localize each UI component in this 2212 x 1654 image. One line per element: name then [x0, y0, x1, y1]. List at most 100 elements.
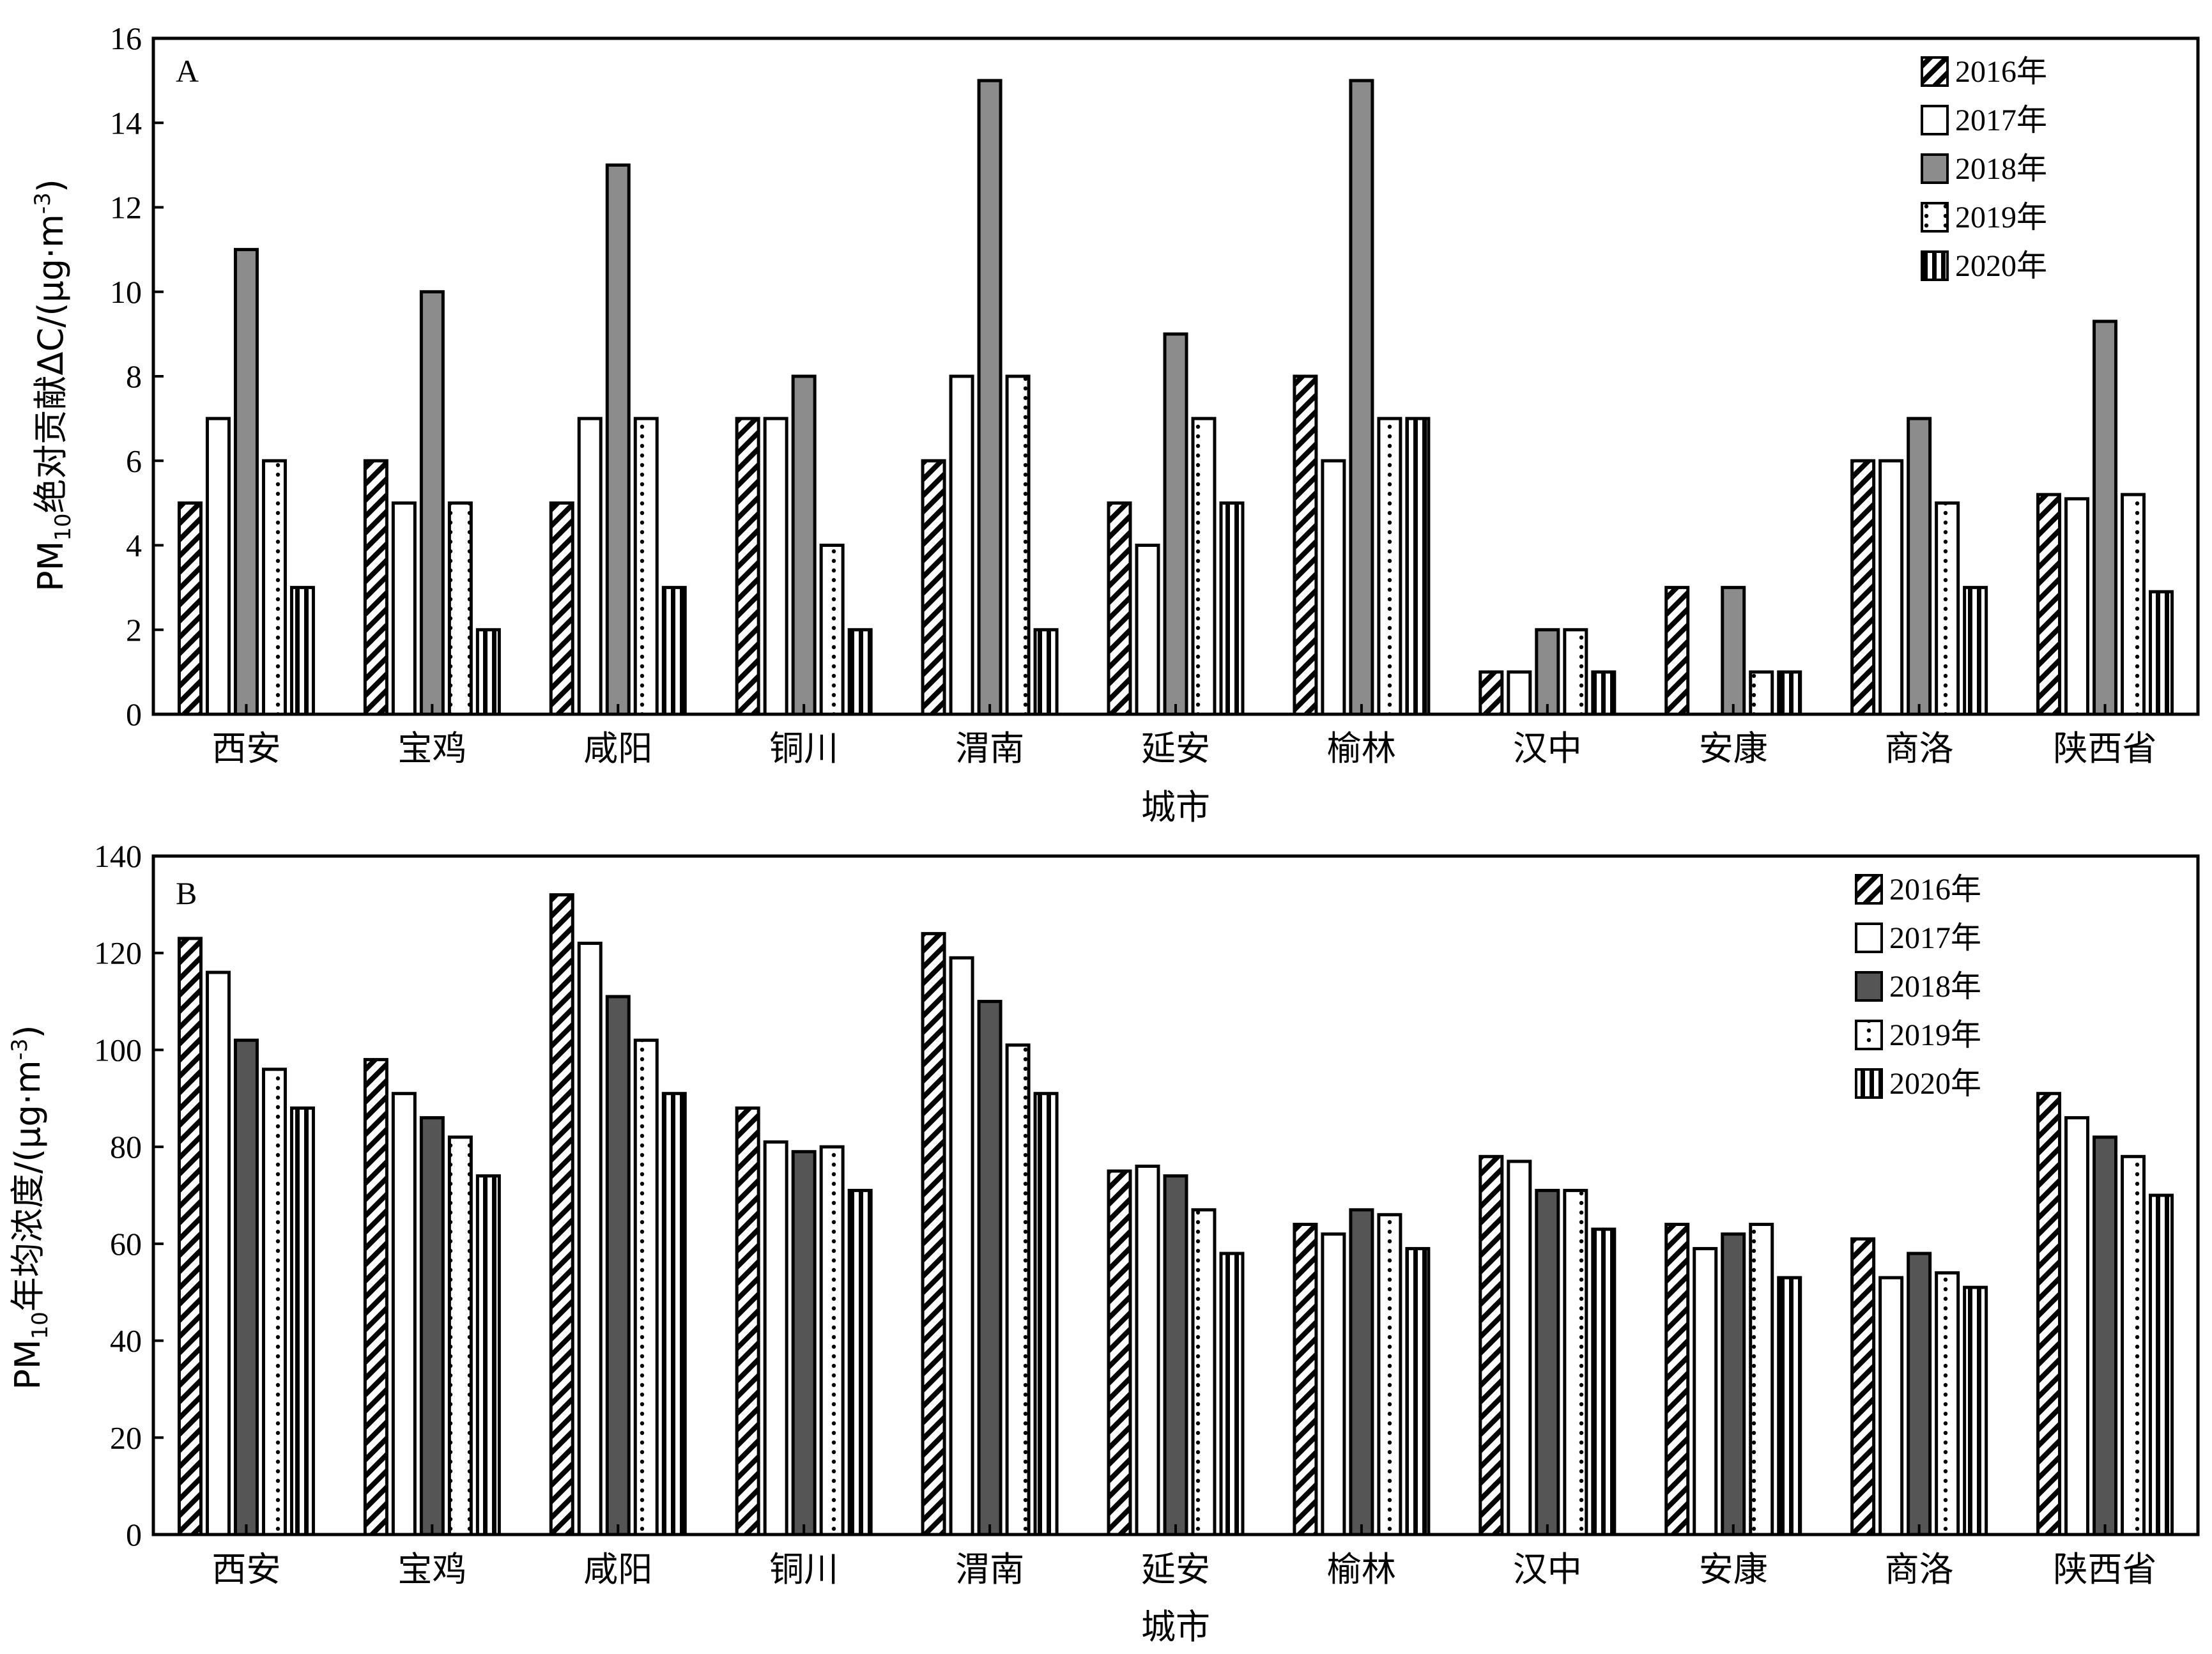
y-tick-label: 10: [110, 274, 142, 310]
legend-swatch: [1855, 874, 1883, 905]
bar: [177, 501, 203, 716]
bar: [1005, 374, 1031, 716]
bar: [419, 290, 445, 716]
y-tick-label: 14: [110, 105, 142, 141]
bar: [475, 1174, 501, 1536]
bar: [977, 79, 1002, 716]
bar: [1777, 670, 1802, 716]
bar: [1664, 1223, 1690, 1536]
legend-swatch: [1855, 923, 1883, 953]
y-axis-title-superscript: -3: [30, 192, 56, 214]
y-tick-label: 12: [110, 190, 142, 226]
y-tick-label: 6: [126, 443, 142, 479]
bar: [363, 459, 388, 716]
bar: [1005, 1043, 1031, 1536]
bar: [391, 1092, 417, 1536]
y-axis-title-prefix: PM: [8, 1339, 48, 1390]
bar: [819, 544, 845, 716]
category-label: 西安: [211, 1549, 280, 1589]
plot-frame: [151, 36, 2200, 716]
bar: [205, 970, 231, 1536]
bar: [1163, 332, 1188, 716]
bar: [661, 586, 687, 716]
bar: [2093, 1135, 2118, 1536]
bar: [2064, 497, 2090, 716]
bar: [289, 1106, 315, 1536]
legend-label: 2016年: [1955, 55, 2047, 89]
bar: [549, 501, 574, 716]
bar: [1321, 1232, 1346, 1536]
bar: [1591, 1227, 1617, 1536]
bar: [1479, 1154, 1504, 1536]
legend-swatch: [1855, 971, 1883, 1002]
y-axis-title: PM10年均浓度/(μg·m-3): [7, 1025, 53, 1390]
bar: [577, 942, 603, 1536]
bar: [735, 417, 760, 716]
bar: [1878, 1276, 1904, 1536]
category-label: 咸阳: [583, 1549, 652, 1589]
category-label: 商洛: [1885, 728, 1954, 769]
bar: [2121, 1154, 2146, 1536]
bar: [1377, 417, 1402, 716]
bar: [447, 501, 473, 716]
bar: [921, 459, 946, 716]
bar: [261, 1068, 287, 1536]
y-axis-title: PM10绝对贡献ΔC/(μg·m-3): [30, 179, 76, 592]
category-label: 铜川: [769, 1549, 838, 1589]
bar: [1135, 1164, 1160, 1536]
bar: [763, 1140, 788, 1536]
y-tick-label: 4: [126, 528, 142, 563]
bar: [1033, 628, 1059, 716]
bar: [1535, 1188, 1560, 1536]
category-label: 渭南: [955, 728, 1024, 769]
bar: [847, 1188, 873, 1536]
panel-label: B: [176, 875, 197, 911]
y-axis-title-main: 绝对贡献ΔC/(μg·m: [31, 214, 71, 513]
bar: [1479, 670, 1504, 716]
y-axis-title-close: ): [31, 179, 71, 192]
legend-swatch: [1921, 250, 1949, 281]
category-label: 榆林: [1327, 1549, 1396, 1589]
bar: [1219, 501, 1245, 716]
bar: [1963, 1285, 1988, 1536]
bar: [1135, 544, 1160, 716]
bar: [2064, 1116, 2090, 1536]
bar: [949, 956, 974, 1536]
legend-label: 2019年: [1889, 1018, 1981, 1052]
bar: [1507, 670, 1532, 716]
category-label: 宝鸡: [397, 1549, 466, 1589]
bar: [977, 1000, 1002, 1536]
category-label: 渭南: [955, 1549, 1024, 1589]
y-tick-label: 0: [126, 696, 142, 732]
category-label: 延安: [1141, 1549, 1210, 1589]
category-label: 陕西省: [2054, 1549, 2157, 1589]
category-label: 陕西省: [2054, 728, 2157, 769]
bar: [1293, 1223, 1318, 1536]
y-tick-label: 16: [110, 20, 142, 56]
y-axis-title-main: 年均浓度/(μg·m: [8, 1060, 48, 1312]
chart-panel-b: B 城市 PM10年均浓度/(μg·m-3) 0 20 40 60 80 100 120 14…: [7, 838, 2200, 1647]
y-tick-label: 120: [94, 935, 142, 971]
category-label: 安康: [1699, 1549, 1768, 1589]
legend-label: 2020年: [1889, 1067, 1981, 1101]
legend-swatch: [1855, 1020, 1883, 1050]
bar: [1349, 79, 1374, 716]
bar: [419, 1116, 445, 1536]
category-label: 延安: [1141, 728, 1210, 769]
bar: [1963, 586, 1988, 716]
x-axis-title: 城市: [1141, 1607, 1210, 1647]
y-axis-title-subscript: 10: [50, 513, 76, 540]
bar: [1377, 1213, 1402, 1536]
bar: [1535, 628, 1560, 716]
bar: [1777, 1276, 1802, 1536]
bar: [1507, 1160, 1532, 1536]
bar: [763, 417, 788, 716]
bar: [549, 893, 574, 1536]
legend-label: 2017年: [1889, 921, 1981, 955]
bar: [1321, 459, 1346, 716]
bar: [1591, 670, 1617, 716]
plot-frame: [151, 854, 2200, 1536]
category-label: 汉中: [1513, 728, 1582, 769]
bar: [735, 1106, 760, 1536]
bar: [233, 248, 259, 716]
